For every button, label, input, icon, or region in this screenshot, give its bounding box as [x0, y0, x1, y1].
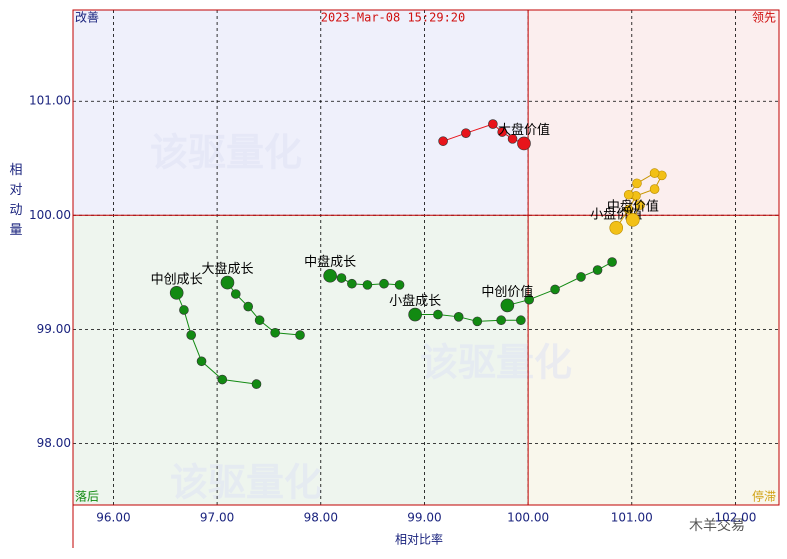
- tail-point: [295, 330, 305, 340]
- head-point: [323, 268, 337, 283]
- source: 木羊交易: [689, 517, 745, 534]
- y-axis-title: 相对动量: [9, 163, 22, 238]
- watermark: 该驱量化: [420, 341, 572, 385]
- tail-point: [496, 315, 506, 326]
- tail-point: [516, 315, 526, 326]
- tail-point: [497, 127, 507, 137]
- tail-point: [649, 168, 660, 178]
- point-label: 小盘成长: [389, 293, 441, 309]
- tail-point: [649, 184, 660, 194]
- tail-point: [607, 257, 617, 267]
- tail-point: [453, 312, 464, 322]
- x-tick-label: 98.00: [304, 511, 338, 525]
- quadrant-label: 停滞: [752, 489, 776, 504]
- head-point: [609, 221, 624, 235]
- quadrant-bg: [528, 10, 779, 216]
- quadrant-label: 领先: [752, 11, 776, 25]
- quadrant-label: 改善: [75, 10, 99, 25]
- point-label: 中盘价值: [607, 198, 659, 214]
- head-point: [408, 307, 422, 322]
- tail-point: [230, 289, 241, 299]
- tail-point: [251, 379, 262, 389]
- x-tick-label: 101.00: [611, 511, 653, 525]
- watermark: 该驱量化: [170, 461, 322, 505]
- tail-point: [461, 128, 471, 138]
- tail-point: [270, 327, 280, 338]
- x-tick-label: 100.00: [507, 511, 549, 525]
- tail-point: [362, 280, 373, 290]
- tail-point: [623, 204, 634, 215]
- tail-point: [433, 309, 443, 320]
- tail-point: [196, 356, 207, 367]
- head-point: [517, 136, 531, 151]
- tail-point: [635, 200, 645, 210]
- y-tick-label: 98.00: [37, 436, 71, 450]
- tail-point: [632, 178, 642, 189]
- tail-point: [186, 330, 196, 340]
- x-tick-label: 102.00: [714, 511, 756, 525]
- head-point: [500, 298, 515, 313]
- tail-point: [550, 284, 560, 295]
- quadrant-bg: [73, 10, 529, 216]
- tail-point: [623, 189, 634, 200]
- x-tick-label: 97.00: [200, 511, 234, 525]
- head-point: [220, 275, 235, 290]
- watermark: 该驱量化: [150, 131, 302, 175]
- tail-point: [438, 136, 448, 146]
- tail-point: [576, 272, 586, 282]
- x-axis-title: 相对比率: [395, 532, 443, 547]
- head-point: [626, 213, 640, 227]
- y-tick-label: 101.00: [29, 94, 71, 108]
- point-label: 大盘价值: [498, 122, 550, 138]
- quadrant-bg: [73, 215, 529, 505]
- x-tick-label: 99.00: [407, 511, 441, 525]
- quadrant-bg: [528, 215, 779, 505]
- tail-point: [179, 305, 189, 315]
- head-point: [169, 286, 184, 300]
- tail-point: [254, 315, 265, 326]
- point-label: 中创成长: [151, 272, 203, 287]
- point-label: 中盘成长: [304, 254, 356, 270]
- tail-point: [217, 374, 228, 385]
- tail-point: [394, 280, 405, 290]
- tail-point: [507, 134, 518, 144]
- tail-point: [336, 273, 347, 283]
- tail-point: [347, 278, 357, 289]
- tail-point: [243, 301, 254, 312]
- tail-point: [379, 278, 389, 289]
- y-tick-label: 99.00: [37, 322, 71, 336]
- tail-point: [472, 316, 483, 327]
- tail-point: [592, 265, 603, 275]
- quadrant-label: 落后: [75, 490, 99, 504]
- x-tick-label: 96.00: [96, 511, 130, 525]
- tail-point: [524, 294, 534, 305]
- point-label: 大盘成长: [201, 261, 253, 277]
- tail-point: [488, 119, 498, 129]
- point-label: 中创价值: [481, 284, 533, 300]
- chart-title: 2023-Mar-08 15:29:20: [321, 11, 466, 25]
- y-tick-label: 100.00: [29, 208, 71, 222]
